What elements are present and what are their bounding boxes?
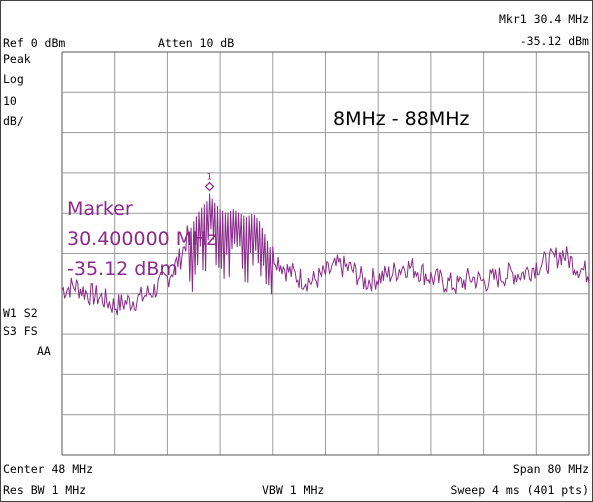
spectrum-trace — [61, 193, 590, 316]
trace-status-line2: S3 FS — [3, 324, 38, 338]
vbw-label: VBW 1 MHz — [262, 483, 325, 497]
marker-label-text: Marker — [67, 198, 133, 220]
sweep-label: Sweep 4 ms (401 pts) — [450, 483, 589, 497]
trace-status-line3: AA — [37, 344, 51, 358]
detector-label: Peak — [3, 52, 31, 66]
attenuation-label: Atten 10 dB — [158, 36, 235, 50]
marker-readout-freq: Mkr1 30.4 MHz — [498, 12, 589, 26]
scale-value-label: 10 — [3, 94, 17, 108]
marker-diamond — [204, 181, 215, 192]
center-frequency-label: Center 48 MHz — [3, 462, 94, 476]
res-bw-label: Res BW 1 MHz — [3, 483, 87, 497]
trace-status-line1: W1 S2 — [3, 306, 38, 320]
marker-frequency-text: 30.400000 MHz — [67, 228, 217, 250]
marker-readout-level: -35.12 dBm — [519, 34, 589, 48]
scale-unit-label: dB/ — [3, 114, 24, 128]
span-label: Span 80 MHz — [512, 462, 589, 476]
marker-level-text: -35.12 dBm — [67, 258, 178, 280]
ref-level-label: Ref 0 dBm — [3, 36, 66, 50]
marker-number: 1 — [207, 173, 212, 183]
scale-type-label: Log — [3, 72, 24, 86]
frequency-range-annotation: 8MHz - 88MHz — [333, 108, 470, 130]
